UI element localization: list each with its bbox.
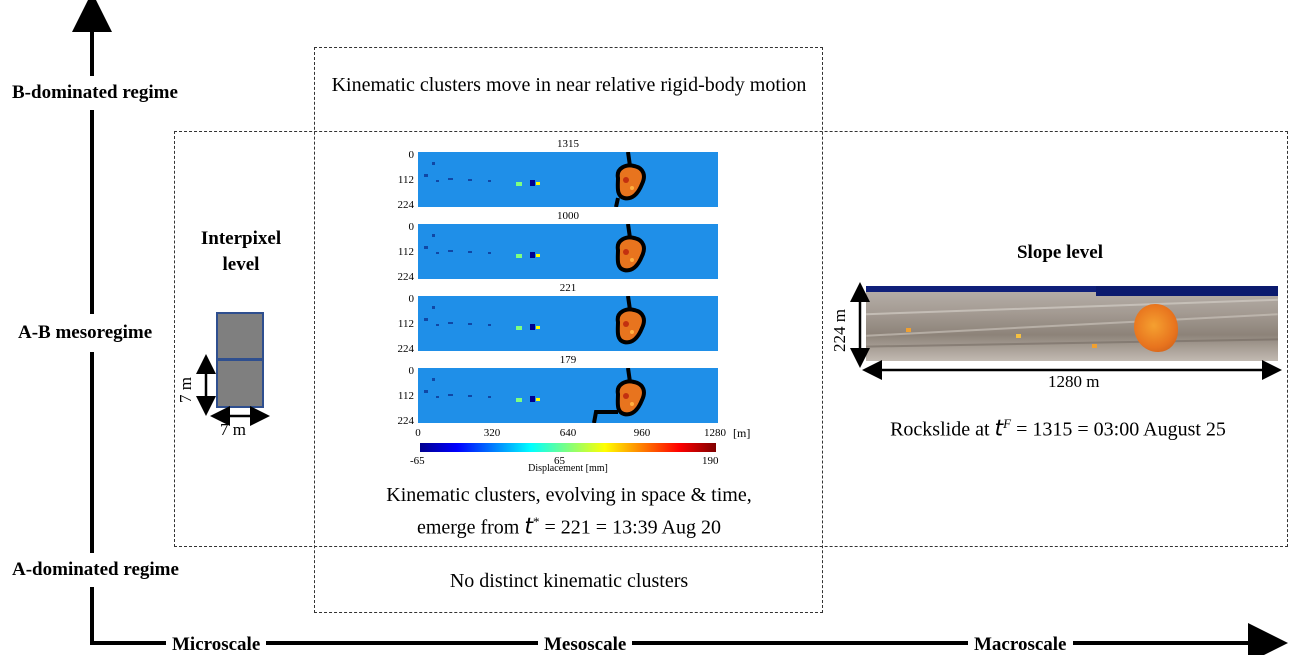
rigid-body-caption: Kinematic clusters move in near relative… bbox=[331, 74, 807, 96]
panel-title: 1000 bbox=[557, 210, 579, 222]
clusters-caption-suffix: = 221 = 13:39 Aug 20 bbox=[539, 516, 721, 539]
interpixel-title-line1: Interpixel bbox=[200, 228, 282, 249]
hotspot-2 bbox=[1016, 334, 1021, 338]
panel-y-tick: 112 bbox=[397, 390, 414, 402]
panel-y-tick: 112 bbox=[397, 246, 414, 258]
rockslide-caption-prefix: Rockslide at bbox=[890, 418, 995, 441]
interpixel-dimension-arrows bbox=[196, 354, 270, 426]
no-clusters-caption: No distinct kinematic clusters bbox=[449, 570, 689, 592]
slope-dimension-arrows bbox=[850, 282, 1282, 380]
slope-dim-vertical: 224 m bbox=[830, 309, 849, 352]
mesoscale-region-box bbox=[314, 47, 823, 613]
colorbar-min: -65 bbox=[410, 455, 425, 467]
scale-label-meso: Mesoscale bbox=[538, 634, 633, 656]
x-tick-640: 640 bbox=[559, 427, 577, 439]
hotspot-3 bbox=[1092, 344, 1097, 348]
panel-title: 1315 bbox=[557, 138, 579, 150]
slope-level-title: Slope level bbox=[1016, 242, 1104, 263]
hotspot-1 bbox=[906, 328, 911, 332]
clusters-caption-line1: Kinematic clusters, evolving in space & … bbox=[386, 484, 752, 506]
rockslide-caption: Rockslide at tF = 1315 = 03:00 August 25 bbox=[830, 416, 1286, 442]
displacement-field bbox=[424, 368, 646, 423]
displacement-panel bbox=[418, 296, 718, 351]
colorbar-max: 190 bbox=[702, 455, 719, 467]
displacement-panel bbox=[418, 224, 718, 279]
colorbar-label: Displacement [mm] bbox=[528, 463, 608, 474]
displacement-field bbox=[424, 224, 646, 273]
clusters-caption-tvar: t bbox=[524, 514, 534, 540]
panel-y-tick: 224 bbox=[397, 199, 415, 211]
regime-label-ab-meso: A-B mesoregime bbox=[18, 314, 153, 352]
scale-label-macro: Macroscale bbox=[968, 634, 1073, 656]
panel-y-tick: 0 bbox=[408, 365, 415, 377]
panel-y-tick: 224 bbox=[397, 271, 415, 283]
mesoregime-region-box bbox=[174, 131, 1288, 547]
regime-label-b-dominated: B-dominated regime bbox=[12, 76, 178, 110]
x-tick-1280: 1280 bbox=[704, 427, 726, 439]
scale-label-micro: Microscale bbox=[166, 634, 267, 656]
panel-y-tick: 112 bbox=[397, 318, 414, 330]
panel-title: 221 bbox=[559, 282, 577, 294]
slope-photo bbox=[866, 286, 1278, 361]
displacement-field bbox=[424, 152, 646, 207]
slope-sky-band bbox=[866, 286, 1278, 292]
interpixel-title: Interpixel level bbox=[186, 228, 296, 276]
panel-y-tick: 112 bbox=[397, 174, 414, 186]
panel-y-tick: 0 bbox=[408, 221, 415, 233]
rockslide-caption-tsup: F bbox=[1003, 416, 1012, 431]
rockslide-cluster bbox=[1134, 304, 1178, 352]
x-tick-0: 0 bbox=[415, 427, 421, 439]
interpixel-dim-horizontal: 7 m bbox=[220, 420, 246, 439]
x-unit: [m] bbox=[733, 426, 751, 440]
interpixel-dim-vertical: 7 m bbox=[176, 377, 195, 403]
x-tick-960: 960 bbox=[633, 427, 651, 439]
regime-label-a-dominated: A-dominated regime bbox=[12, 553, 179, 587]
interpixel-title-line2: level bbox=[222, 254, 260, 275]
displacement-field bbox=[424, 296, 646, 345]
clusters-caption-line2: emerge from t* = 221 = 13:39 Aug 20 bbox=[318, 514, 820, 540]
clusters-caption-prefix: emerge from bbox=[417, 516, 525, 539]
x-tick-320: 320 bbox=[483, 427, 501, 439]
panel-y-tick: 0 bbox=[408, 293, 415, 305]
panel-y-tick: 0 bbox=[408, 149, 415, 161]
displacement-panel bbox=[418, 368, 718, 423]
clusters-caption-tsup: * bbox=[533, 514, 540, 529]
rockslide-caption-tvar: t bbox=[994, 416, 1004, 442]
slope-sky-patch bbox=[1096, 286, 1278, 296]
panel-title: 179 bbox=[559, 354, 577, 366]
panel-y-tick: 224 bbox=[397, 415, 415, 427]
displacement-panel bbox=[418, 152, 718, 207]
panel-y-tick: 224 bbox=[397, 343, 415, 355]
slope-dim-horizontal: 1280 m bbox=[1048, 372, 1100, 391]
colorbar-mid: 65 bbox=[554, 455, 565, 467]
rockslide-caption-suffix: = 1315 = 03:00 August 25 bbox=[1011, 418, 1226, 441]
colorbar bbox=[420, 443, 716, 452]
